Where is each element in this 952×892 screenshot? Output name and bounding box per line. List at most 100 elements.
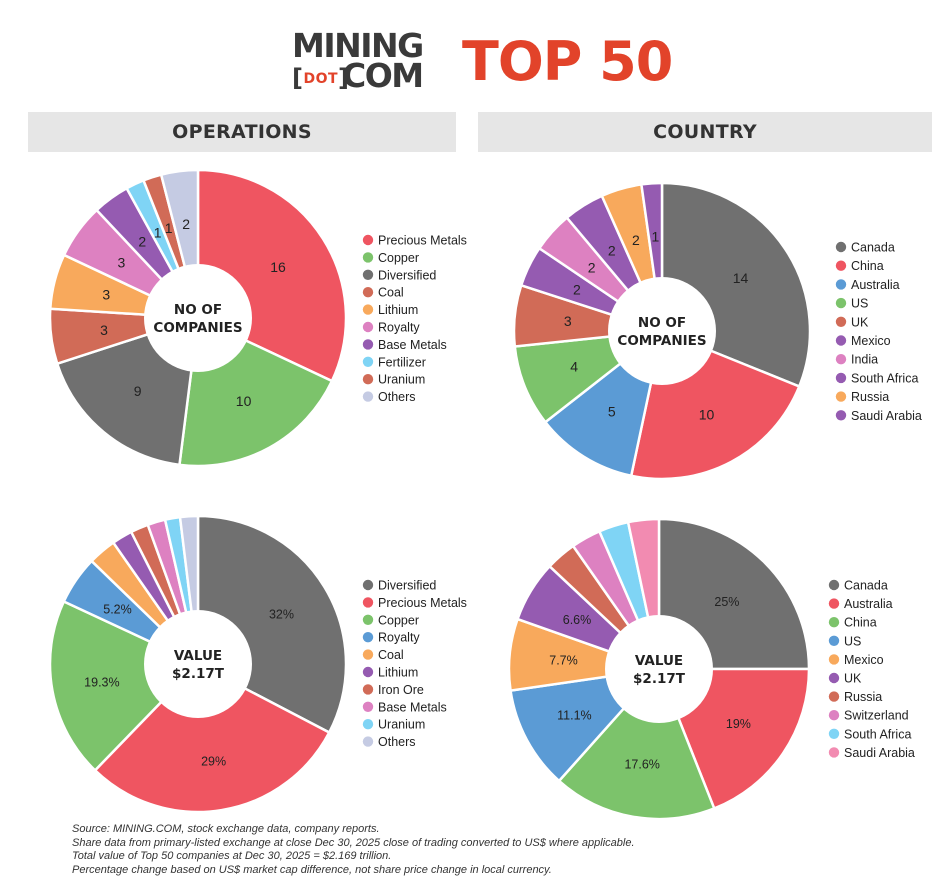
country-value-legend-label: Switzerland: [844, 709, 909, 723]
country-count-legend-label: South Africa: [851, 371, 918, 385]
operations-value-legend-label: Precious Metals: [378, 596, 467, 610]
country-count-center-label: NO OF: [638, 315, 686, 331]
country-count-center-hole: [608, 277, 716, 385]
country-value-data-label: 25%: [714, 595, 739, 609]
operations-count-legend-label: Precious Metals: [378, 234, 467, 248]
operations-count-legend-label: Uranium: [378, 373, 425, 387]
operations-value-data-label: 5.2%: [103, 603, 132, 617]
operations-value-legend-marker: [362, 666, 374, 678]
operations-count-legend-marker: [362, 287, 374, 298]
country-count-legend-label: Canada: [851, 241, 895, 255]
operations-value-slice-precious-metals: [93, 662, 331, 814]
country-value-legend-marker: [828, 598, 840, 609]
operations-count-legend-marker: [362, 391, 374, 402]
country-value-data-label: 7.7%: [549, 654, 578, 668]
operations-value-legend-label: Copper: [378, 613, 419, 627]
source-line: Percentage change based on US$ market ca…: [72, 863, 552, 876]
country-count-data-label: 10: [699, 407, 715, 423]
operations-value-slice-copper: [48, 599, 201, 773]
country-value-legend-marker: [828, 728, 840, 739]
operations-value-legend-label: Uranium: [378, 718, 425, 732]
operations-count-legend-label: Others: [378, 390, 416, 404]
operations-count-data-label: 9: [134, 383, 142, 399]
country-value-legend-marker: [828, 635, 840, 646]
country-value-data-label: 19%: [726, 717, 751, 731]
operations-count-legend-marker: [362, 339, 374, 350]
operations-count-legend-label: Copper: [378, 251, 419, 265]
country-count-legend-marker: [835, 391, 847, 402]
operations-count-legend-marker: [362, 234, 374, 246]
country-count-legend-marker: [835, 410, 847, 421]
country-count-data-label: 1: [652, 229, 660, 245]
country-count-legend-label: Saudi Arabia: [851, 409, 922, 423]
operations-count-center-hole: [144, 264, 252, 372]
country-value-data-label: 6.6%: [563, 613, 592, 627]
operations-value-legend-marker: [362, 632, 374, 643]
country-count-legend-marker: [835, 335, 847, 346]
logo-dot-text: [DOT]: [292, 64, 350, 92]
operations-count-data-label: 3: [102, 286, 110, 302]
country-value-legend-label: Australia: [844, 597, 893, 611]
country-value-legend-label: Mexico: [844, 653, 884, 667]
operations-count-legend-label: Royalty: [378, 321, 420, 335]
operations-value-chart: 32% 29% 19.3% 5.2% VALUE $2.17T Diversified Pre…: [48, 514, 467, 814]
country-count-legend-marker: [835, 241, 847, 253]
country-count-data-label: 2: [608, 243, 616, 259]
country-value-data-label: 17.6%: [624, 758, 659, 772]
operations-value-legend-label: Diversified: [378, 579, 436, 593]
country-count-data-label: 5: [608, 403, 616, 419]
operations-count-legend-marker: [362, 304, 374, 315]
country-value-legend-marker: [828, 672, 840, 684]
country-value-legend-marker: [828, 691, 840, 702]
country-count-center-label: COMPANIES: [617, 333, 706, 349]
operations-count-data-label: 3: [100, 322, 108, 338]
operations-count-data-label: 16: [270, 259, 286, 275]
operations-value-center-label: $2.17T: [172, 666, 225, 682]
country-value-legend-label: Canada: [844, 579, 888, 593]
country-count-data-label: 2: [588, 260, 596, 276]
operations-value-legend-marker: [362, 597, 374, 608]
operations-value-legend-marker: [362, 719, 374, 730]
operations-count-data-label: 2: [138, 233, 146, 249]
operations-value-legend-label: Lithium: [378, 666, 418, 680]
source-line: Total value of Top 50 companies at Dec 3…: [72, 850, 392, 862]
source-line: Source: MINING.COM, stock exchange data,…: [72, 823, 380, 835]
operations-count-data-label: 1: [165, 220, 173, 236]
country-value-center-hole: [605, 615, 713, 723]
operations-value-legend-label: Coal: [378, 648, 404, 662]
mining-dot-com-logo: MINING [DOT] COM: [292, 26, 442, 95]
logo-com-text: COM: [342, 56, 424, 95]
country-value-legend-label: UK: [844, 672, 862, 686]
country-value-legend-label: South Africa: [844, 727, 911, 741]
country-count-legend-label: India: [851, 353, 878, 367]
operations-value-legend-marker: [362, 579, 374, 591]
operations-count-center-label: COMPANIES: [153, 320, 242, 336]
logo-mining-text: MINING: [292, 26, 424, 65]
country-section-header: COUNTRY: [478, 112, 932, 152]
operations-value-legend-label: Base Metals: [378, 700, 447, 714]
country-value-legend-label: Saudi Arabia: [844, 746, 915, 760]
operations-count-data-label: 1: [154, 224, 162, 240]
country-count-legend-label: Russia: [851, 390, 889, 404]
country-count-data-label: 2: [632, 232, 640, 248]
country-count-legend-marker: [835, 372, 847, 384]
country-count-legend-marker: [835, 297, 847, 309]
country-count-legend-label: Australia: [851, 278, 900, 292]
operations-value-data-label: 19.3%: [84, 676, 119, 690]
country-value-legend-marker: [828, 654, 840, 665]
operations-value-legend-marker: [362, 649, 374, 660]
operations-value-data-label: 32%: [269, 607, 294, 621]
country-value-legend-marker: [828, 710, 840, 721]
country-count-legend-marker: [835, 354, 847, 365]
country-count-legend-label: US: [851, 297, 868, 311]
country-value-legend-marker: [828, 747, 840, 758]
operations-count-data-label: 2: [182, 216, 190, 232]
operations-count-legend-label: Fertilizer: [378, 355, 426, 369]
country-count-data-label: 14: [733, 270, 749, 286]
operations-count-legend-label: Coal: [378, 286, 404, 300]
operations-count-legend-label: Diversified: [378, 268, 436, 282]
operations-count-data-label: 10: [236, 393, 252, 409]
